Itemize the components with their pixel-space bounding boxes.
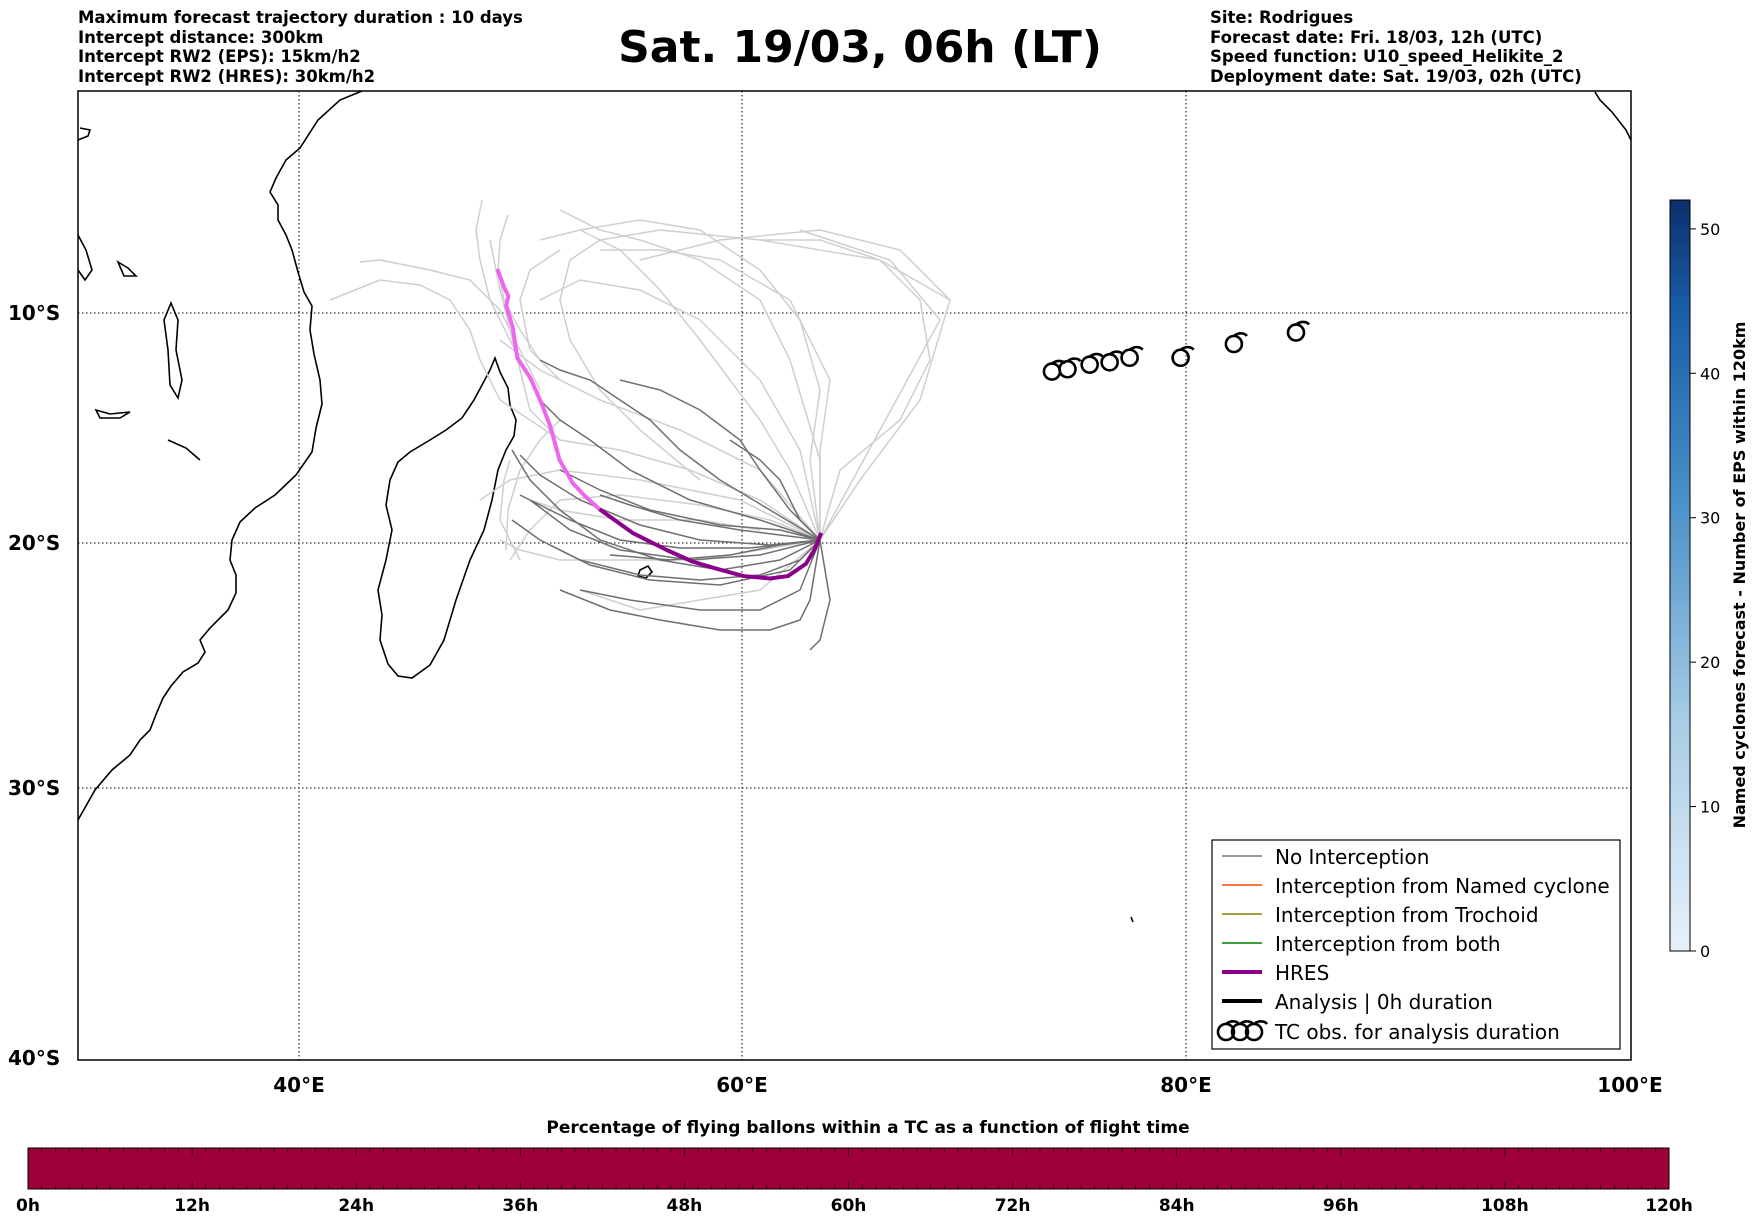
lon-tick-label: 100°E: [1597, 1073, 1662, 1097]
header-right-line: Forecast date: Fri. 18/03, 12h (UTC): [1210, 27, 1543, 47]
colorbar-bottom-tick-label: 60h: [831, 1196, 867, 1216]
legend-label: Analysis | 0h duration: [1275, 990, 1493, 1014]
colorbar-tick-label: 20: [1700, 653, 1720, 672]
coastline: [78, 91, 1631, 923]
colorbar-right: 0 10 20 30 40 50 Named cyclones forecast - Nu…: [1669, 199, 1749, 961]
colorbar-tick-label: 50: [1700, 220, 1720, 239]
legend-label: Interception from both: [1275, 932, 1501, 956]
colorbar-tick-label: 10: [1700, 798, 1720, 817]
eps-trajectories-light: [329, 199, 951, 611]
lon-tick-label: 80°E: [1160, 1073, 1212, 1097]
colorbar-bottom-title: Percentage of flying ballons within a TC…: [546, 1118, 1189, 1138]
header-left-line: Intercept RW2 (EPS): 15km/h2: [78, 47, 361, 66]
colorbar-bottom-tick-label: 36h: [502, 1196, 538, 1216]
colorbar-bottom-tick-label: 48h: [667, 1196, 703, 1216]
colorbar-bottom-tick-label: 84h: [1159, 1196, 1195, 1216]
colorbar-bottom-tick-label: 24h: [338, 1196, 374, 1216]
lon-tick-label: 60°E: [716, 1073, 768, 1097]
lat-tick-label: 40°S: [8, 1046, 60, 1070]
legend-label: TC obs. for analysis duration: [1274, 1020, 1560, 1044]
colorbar-bottom-tick-label: 108h: [1481, 1196, 1529, 1216]
map-title: Sat. 19/03, 06h (LT): [618, 22, 1102, 73]
eps-trajectories-dark: [511, 359, 831, 651]
hres-trajectory-early: [495, 268, 601, 511]
legend-label: HRES: [1275, 961, 1329, 985]
lon-axis-labels: 40°E 60°E 80°E 100°E: [273, 1073, 1662, 1097]
colorbar-bottom-tick-label: 12h: [174, 1196, 210, 1216]
legend: No Interception Interception from Named …: [1211, 839, 1621, 1050]
header-right-line: Deployment date: Sat. 19/03, 02h (UTC): [1210, 66, 1582, 86]
legend-label: No Interception: [1275, 845, 1429, 869]
lat-tick-label: 10°S: [8, 301, 60, 325]
colorbar-bottom-tick-label: 120h: [1645, 1196, 1693, 1216]
colorbar-bottom: Percentage of flying ballons within a TC…: [16, 1118, 1693, 1216]
lat-tick-label: 20°S: [8, 531, 60, 555]
hres-trajectory: [598, 507, 824, 581]
lat-tick-label: 30°S: [8, 776, 60, 800]
colorbar-right-label: Named cyclones forecast - Number of EPS …: [1730, 322, 1749, 829]
colorbar-tick-label: 30: [1700, 509, 1720, 528]
lon-tick-label: 40°E: [273, 1073, 325, 1097]
header-right-line: Site: Rodrigues: [1210, 8, 1354, 27]
lat-axis-labels: 10°S 20°S 30°S 40°S: [8, 301, 60, 1070]
header-right-line: Speed function: U10_speed_Helikite_2: [1210, 47, 1564, 66]
colorbar-tick-label: 0: [1700, 942, 1710, 961]
colorbar-bottom-tick-label: 96h: [1323, 1196, 1359, 1216]
legend-label: Interception from Trochoid: [1275, 903, 1539, 927]
header-left: Maximum forecast trajectory duration : 1…: [78, 8, 523, 86]
header-left-line: Intercept RW2 (HRES): 30km/h2: [78, 66, 376, 86]
header-left-line: Maximum forecast trajectory duration : 1…: [78, 8, 523, 27]
header-left-line: Intercept distance: 300km: [78, 27, 324, 47]
colorbar-tick-label: 40: [1700, 364, 1720, 383]
colorbar-bottom-tick-label: 0h: [16, 1196, 40, 1216]
legend-label: Interception from Named cyclone: [1275, 874, 1610, 898]
colorbar-bottom-tick-label: 72h: [995, 1196, 1031, 1216]
map-frame: [77, 90, 1632, 1061]
header-right: Site: Rodrigues Forecast date: Fri. 18/0…: [1210, 8, 1582, 86]
